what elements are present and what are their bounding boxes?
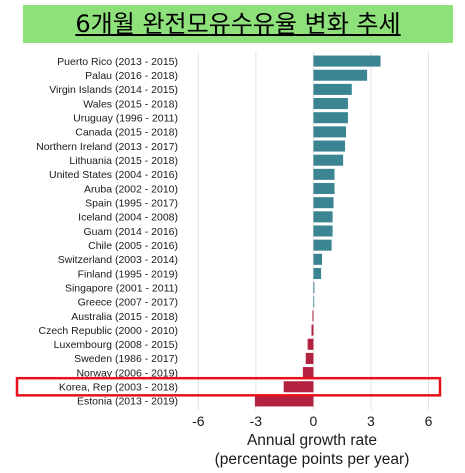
bar [313,253,323,265]
x-tick-label: 3 [367,413,375,429]
category-label: Palau (2016 - 2018) [85,70,178,82]
bar [313,282,315,294]
category-label: Virgin Islands (2014 - 2015) [49,84,178,96]
x-tick-label: -3 [250,413,263,429]
category-label: Puerto Rico (2013 - 2015) [57,56,178,68]
category-label: Sweden (1986 - 2017) [74,353,178,365]
category-labels: Puerto Rico (2013 - 2015) Palau (2016 - 2… [36,56,178,408]
x-tick-labels: -6 -3 0 3 6 [192,413,432,429]
category-label: Estonia (2013 - 2019) [77,396,178,408]
bar [283,381,314,393]
plot-area [183,52,440,410]
category-label: Wales (2015 - 2018) [83,98,178,110]
bar [313,83,352,95]
category-label: Korea, Rep (2003 - 2018) [59,382,178,394]
bar [307,338,314,350]
category-label: Norway (2006 - 2019) [76,367,178,379]
bar [313,225,333,237]
category-label: Lithuania (2015 - 2018) [69,155,178,167]
category-label: Czech Republic (2000 - 2010) [39,325,179,337]
gridlines [197,52,429,410]
category-label: Spain (1995 - 2017) [85,197,178,209]
category-label: Chile (2005 - 2016) [88,240,178,252]
highlight-box [15,376,442,397]
bar [313,182,335,195]
category-label: Switzerland (2003 - 2014) [58,254,178,266]
x-tick-label: 6 [425,413,433,429]
bars [254,55,381,407]
bar [313,267,322,280]
x-tick-label: -6 [192,413,205,429]
title-banner [23,5,453,43]
category-label: Uruguay (1996 - 2011) [73,113,178,125]
bar [313,239,332,251]
category-label: Aruba (2002 - 2010) [84,183,178,195]
category-label: Guam (2014 - 2016) [83,226,178,238]
bar [254,395,314,407]
bar [305,352,314,364]
bar [313,126,347,138]
bar [313,69,368,81]
page-title: 6개월 완전모유수유율 변화 추세 [75,10,401,38]
bar [313,168,335,180]
bar [302,367,314,379]
bar [313,112,348,124]
category-label: Iceland (2004 - 2008) [78,212,178,224]
x-tick-label: 0 [310,413,318,429]
bar [311,324,314,336]
category-label: Canada (2015 - 2018) [75,127,178,139]
bar [313,140,346,152]
bar [313,55,381,67]
category-label: Luxembourg (2008 - 2015) [54,339,178,351]
category-label: Greece (2007 - 2017) [78,297,178,309]
bar [313,296,315,308]
category-label: United States (2004 - 2016) [49,169,178,181]
x-axis-title: Annual growth rate [247,432,377,449]
category-label: Singapore (2001 - 2011) [65,282,178,294]
bar [313,211,333,223]
bar [313,197,334,209]
x-axis-subtitle: (percentage points per year) [215,451,410,468]
bar [312,310,314,322]
category-label: Australia (2015 - 2018) [71,311,178,323]
category-label: Finland (1995 - 2019) [78,268,178,280]
bar [313,98,348,110]
category-label: Northern Ireland (2013 - 2017) [36,141,178,153]
bar [313,154,344,166]
